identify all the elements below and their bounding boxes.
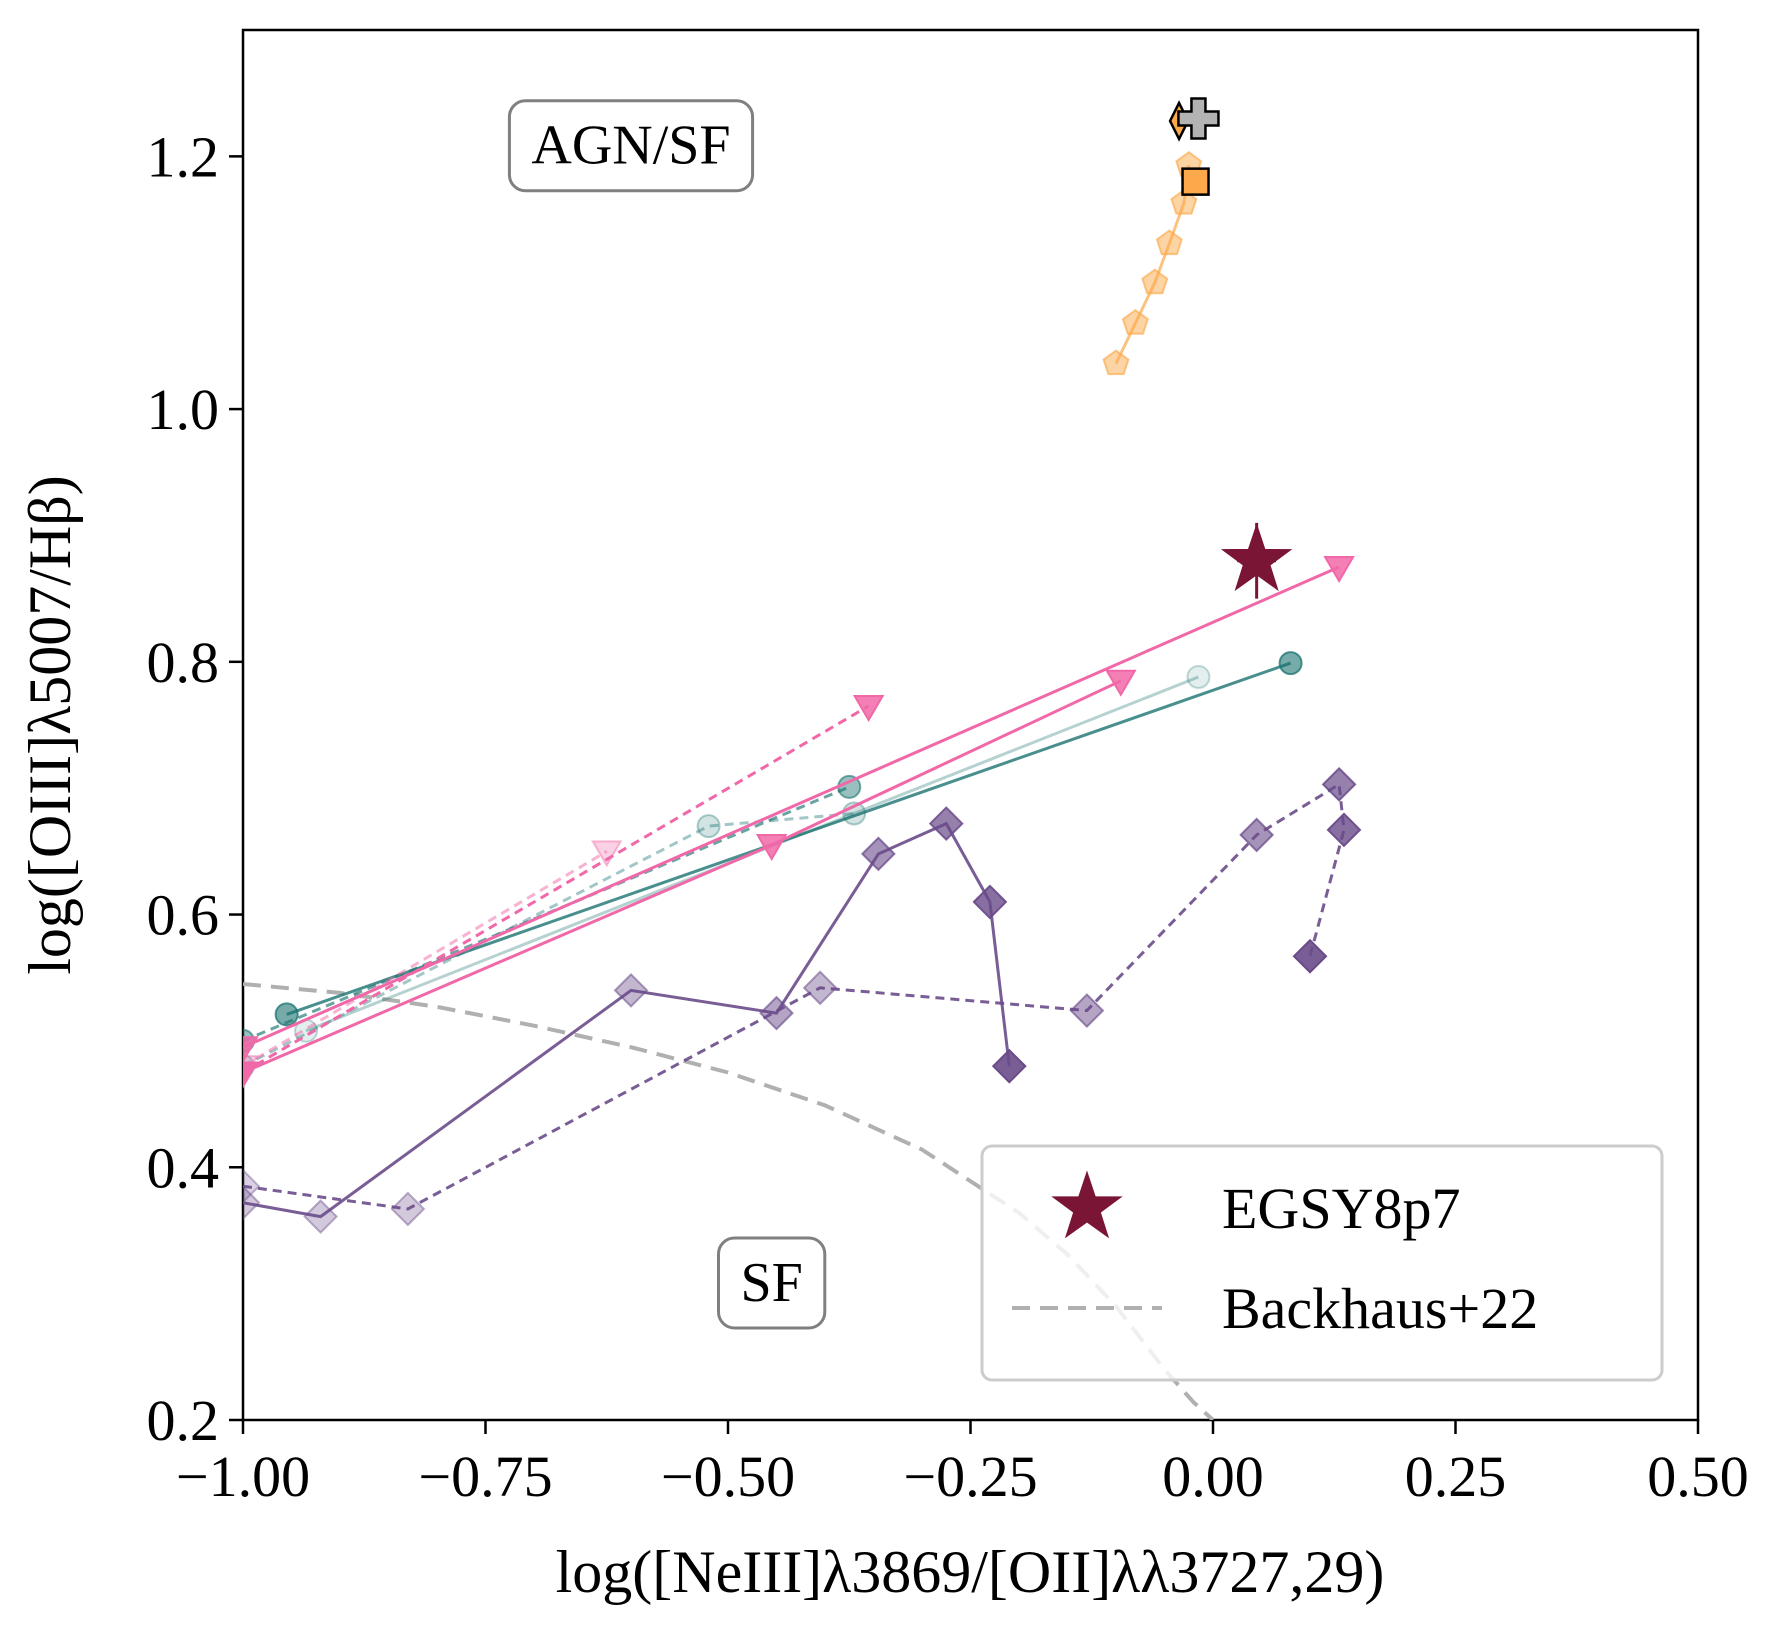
y-tick-label: 1.0: [147, 377, 220, 442]
x-tick-label: 0.25: [1405, 1444, 1507, 1509]
x-tick-label: −0.75: [418, 1444, 552, 1509]
data-point: [243, 1185, 261, 1221]
series-orange-square: [1181, 167, 1210, 196]
data-point: [1170, 188, 1198, 215]
data-point: [1323, 556, 1355, 584]
series-line: [243, 785, 850, 1043]
data-point: [1186, 664, 1211, 689]
annotation-sf: SF: [717, 1236, 827, 1330]
legend-egsy8p7-label: EGSY8p7: [1222, 1176, 1460, 1241]
series-purple-solid: [243, 806, 1027, 1234]
series-teal-dashed-faint: [243, 801, 867, 1079]
y-tick-label: 0.4: [147, 1135, 220, 1200]
data-point: [390, 1191, 426, 1227]
data-point: [860, 836, 896, 872]
data-point: [1220, 523, 1293, 592]
data-point: [1102, 349, 1130, 376]
x-tick-label: −0.50: [661, 1444, 795, 1509]
data-point: [696, 814, 721, 839]
data-point: [852, 695, 885, 723]
annotation-agn-sf: AGN/SF: [507, 99, 755, 193]
x-axis-label: log([NeIII]λ3869/[OII]λλ3727,29): [556, 1539, 1385, 1605]
legend-box: [980, 1144, 1664, 1382]
data-point: [1321, 766, 1357, 802]
annotation-layer: AGN/SF SF: [507, 99, 827, 1330]
series-egsy8p7: [1220, 522, 1293, 599]
data-point: [303, 1199, 339, 1234]
legend-egsy8p7-star-marker: [1051, 1170, 1123, 1239]
data-point: [1292, 938, 1328, 974]
data-point: [1155, 229, 1183, 256]
x-tick-label: −0.25: [903, 1444, 1037, 1509]
series-line: [243, 704, 870, 1074]
data-point: [1121, 308, 1149, 335]
data-point: [591, 840, 623, 868]
series-pink-solid: [243, 556, 1355, 1064]
series-pink-dashed-faint: [243, 840, 623, 1083]
data-point: [755, 834, 788, 862]
data-point: [1177, 97, 1220, 140]
y-tick-label: 0.8: [147, 630, 220, 695]
x-axis: −1.00 −0.75 −0.50 −0.25 0.00 0.25 0.50: [176, 1420, 1749, 1509]
x-tick-label: 0.00: [1162, 1444, 1264, 1509]
annotation-text: SF: [741, 1252, 803, 1314]
x-tick-label: −1.00: [176, 1444, 310, 1509]
data-point: [1105, 669, 1137, 697]
annotation-text: AGN/SF: [531, 115, 730, 177]
data-point: [1278, 651, 1303, 676]
legend-star-shape: [1051, 1170, 1123, 1239]
y-tick-label: 0.6: [147, 883, 220, 948]
y-tick-label: 1.2: [147, 124, 220, 189]
y-axis: 0.2 0.4 0.6 0.8 1.0 1.2: [147, 124, 243, 1453]
y-axis-label: log([OIII]λ5007/Hβ): [17, 475, 83, 974]
series-grey-plus: [1177, 97, 1220, 140]
series-line: [243, 812, 855, 1068]
data-point: [243, 1168, 261, 1204]
series-pink-dashed: [243, 695, 885, 1089]
series-line: [243, 565, 1340, 1049]
data-point: [802, 970, 838, 1006]
legend-backhaus-label: Backhaus+22: [1222, 1276, 1538, 1341]
series-line: [243, 821, 1011, 1219]
data-point: [1239, 817, 1275, 853]
data-point: [1069, 993, 1105, 1028]
x-tick-label: 0.50: [1647, 1444, 1749, 1509]
data-point: [243, 1036, 259, 1064]
y-tick-label: 0.2: [147, 1388, 220, 1453]
data-point: [1326, 812, 1362, 848]
data-point: [613, 972, 649, 1008]
legend: EGSY8p7 Backhaus+22: [980, 1144, 1664, 1382]
data-point: [1181, 167, 1210, 196]
data-point: [972, 884, 1008, 920]
annotation-box: [717, 1236, 827, 1330]
annotation-box: [507, 99, 755, 193]
series-line: [243, 850, 608, 1068]
data-point: [928, 806, 964, 841]
series-orange-pentagon-track: [1102, 150, 1203, 376]
series-pink-solid-2: [243, 669, 1137, 1089]
data-point: [243, 1061, 259, 1089]
data-point: [1141, 268, 1169, 295]
data-point: [243, 1055, 259, 1083]
data-point: [991, 1048, 1027, 1084]
data-point: [759, 995, 794, 1031]
series-purple-dashed: [243, 766, 1362, 1227]
